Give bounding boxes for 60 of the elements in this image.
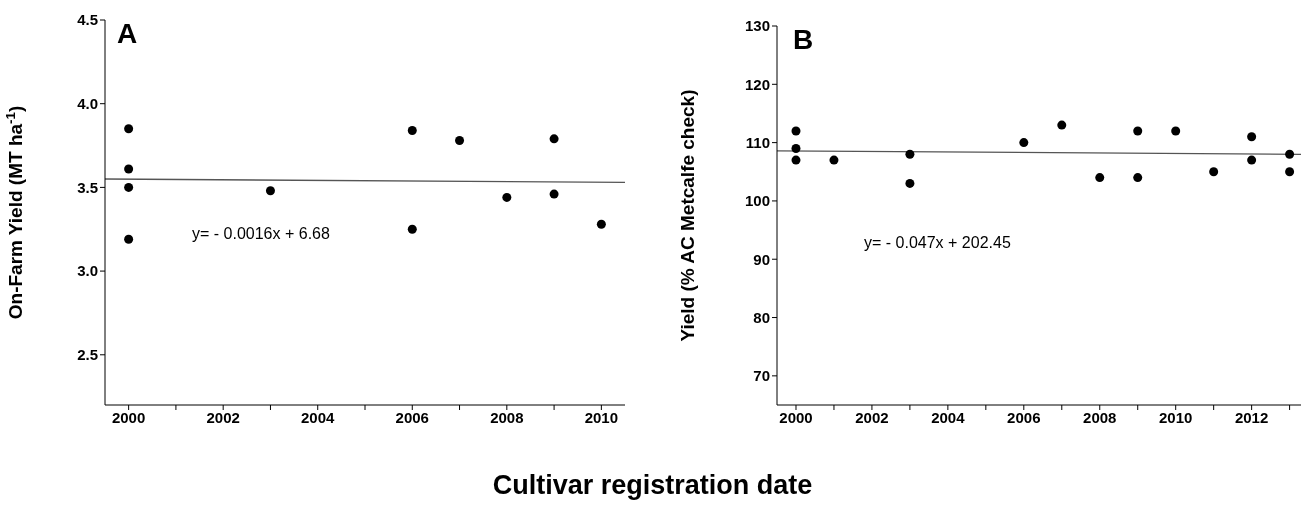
y-tick-label: 120 [744,75,770,93]
point [1171,126,1181,136]
x-tick-label: 2002 [206,408,240,426]
annotation: A [117,18,138,50]
y-tick-label: 100 [744,192,770,210]
point [1133,126,1143,136]
point [905,178,915,188]
point [791,155,801,165]
point [905,149,915,159]
x-tick-label: 2000 [111,408,146,426]
x-tick-label: 2002 [855,408,889,426]
x-tick-label: 2010 [1159,408,1193,426]
point [1057,120,1067,130]
x-tick-label: 2006 [395,408,429,426]
x-tick-label: 2004 [301,408,336,426]
point [1095,173,1105,183]
x-tick-label: 2008 [1083,408,1117,426]
x-tick-label: 2006 [1007,408,1041,426]
point [549,134,559,144]
point [124,124,134,134]
point [1019,138,1029,148]
x-tick-label: 2012 [1234,408,1269,426]
y-tick-label: 2.5 [77,346,98,364]
point [124,234,134,244]
point [455,136,465,146]
y-axis-title: Yield (% AC Metcalfe check) [677,89,698,342]
y-tick-label: 3.0 [77,262,98,280]
y-tick-label: 80 [753,308,770,326]
x-axis-title: Cultivar registration date [491,470,814,501]
point [407,125,417,135]
y-tick-label: 110 [745,133,770,151]
y-tick-label: 4.5 [77,11,98,29]
x-tick-label: 2004 [931,408,966,426]
y-tick-label: 130 [744,17,770,35]
x-tick-label: 2010 [584,408,619,426]
y-tick-label: 3.5 [77,178,98,196]
point [791,143,801,153]
point [596,219,606,229]
point [829,155,839,165]
point [124,164,134,174]
annotation: y= - 0.047x + 202.45 [864,234,1011,252]
x-tick-label: 2000 [779,408,813,426]
point [549,189,559,199]
annotation: B [793,24,814,56]
y-tick-label: 4.0 [77,95,98,113]
point [265,186,275,196]
point [1247,155,1257,165]
point [124,182,134,192]
x-tick-label: 2008 [490,408,524,426]
point [1285,149,1295,159]
point [1285,167,1295,177]
y-tick-label: 70 [753,367,770,385]
point [791,126,801,136]
point [1209,167,1219,177]
y-tick-label: 90 [753,250,770,268]
point [1133,173,1143,183]
point [502,192,512,202]
point [407,224,417,234]
point [1247,132,1257,142]
annotation: y= - 0.0016x + 6.68 [192,225,330,243]
